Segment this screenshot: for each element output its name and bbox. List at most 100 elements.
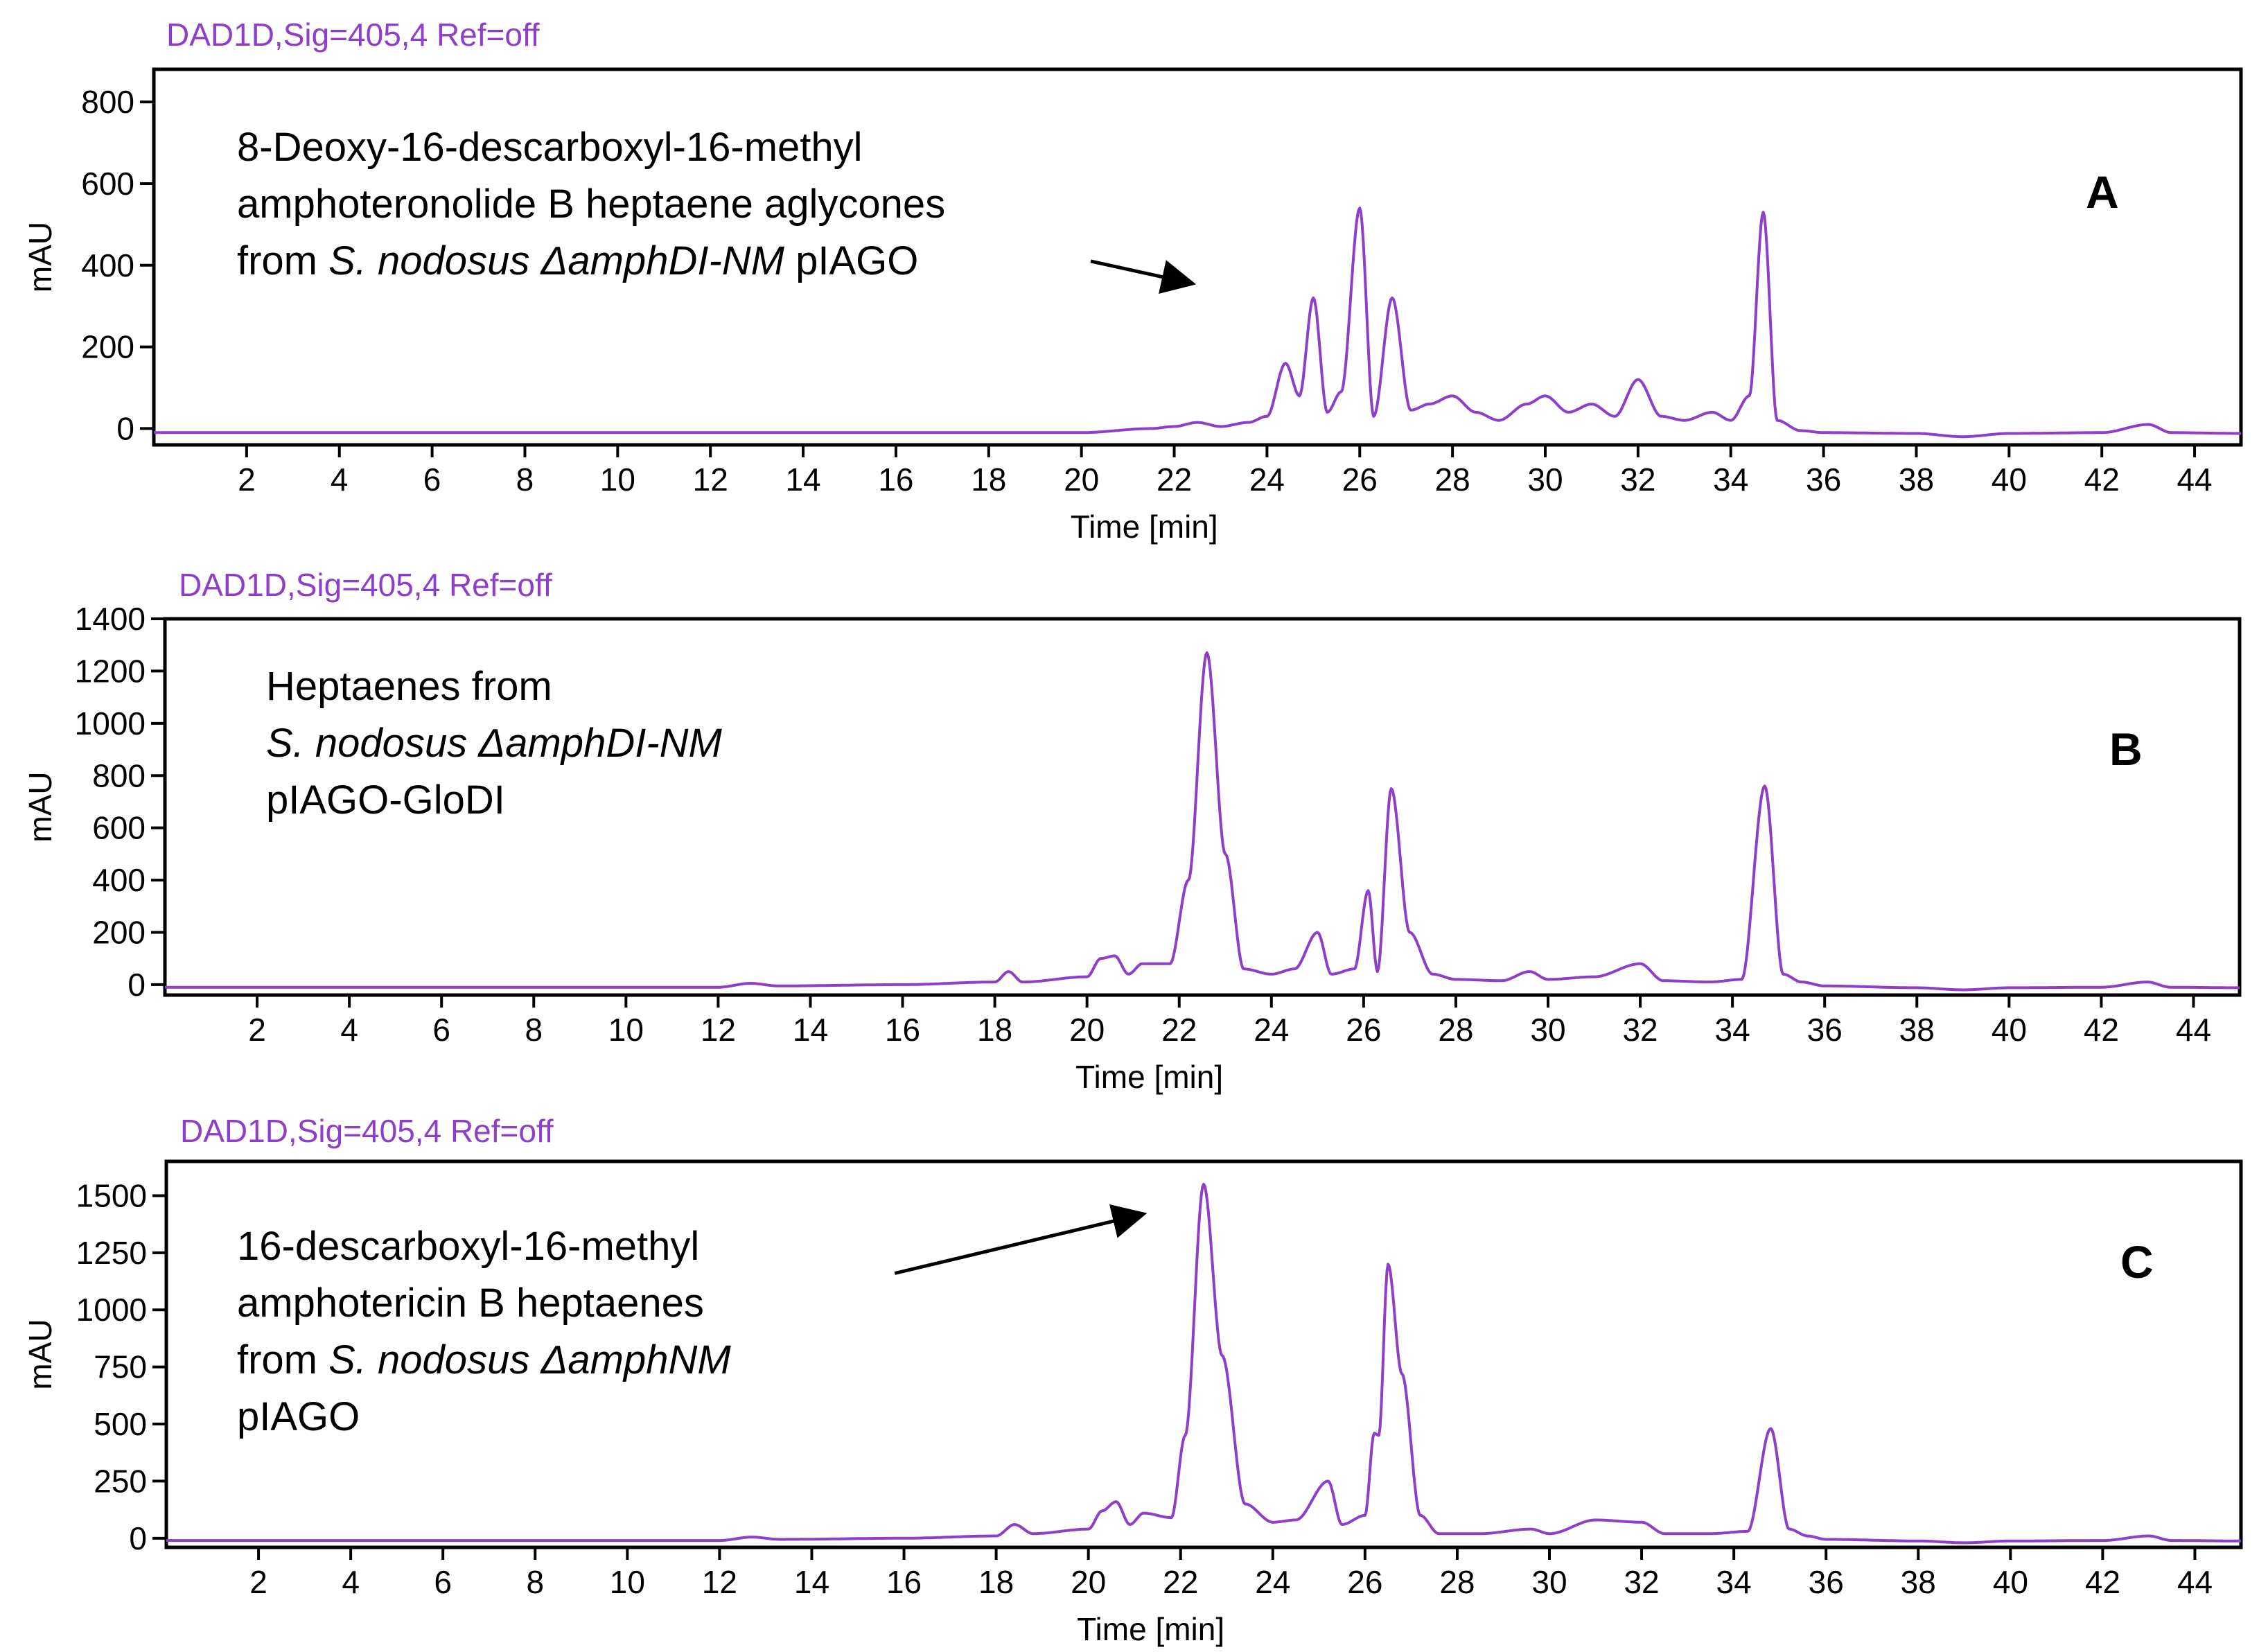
annotation-arrow (894, 1204, 1148, 1275)
x-tick-label: 38 (1899, 1012, 1935, 1048)
y-tick-label: 800 (92, 757, 146, 793)
x-tick-label: 2 (238, 462, 256, 498)
y-tick-label: 1000 (76, 1292, 147, 1328)
x-tick-label: 32 (1620, 462, 1655, 498)
x-tick-label: 12 (693, 462, 728, 498)
x-tick-label: 20 (1069, 1012, 1105, 1048)
x-tick-label: 32 (1622, 1012, 1658, 1048)
annotation-line: from S. nodosus ΔamphDI-NM pIAGO (237, 238, 918, 283)
x-tick-label: 8 (516, 462, 534, 498)
panel-letter: B (2109, 723, 2143, 775)
x-tick-label: 16 (886, 1564, 922, 1600)
x-tick-label: 4 (340, 1012, 358, 1048)
x-tick-label: 14 (793, 1012, 828, 1048)
x-tick-label: 22 (1157, 462, 1192, 498)
x-tick-label: 4 (342, 1564, 360, 1600)
chromatogram-trace (153, 206, 2242, 439)
x-tick-label: 18 (971, 462, 1006, 498)
x-tick-label: 20 (1064, 462, 1099, 498)
x-tick-label: 22 (1161, 1012, 1197, 1048)
annotation-line: pIAGO (237, 1394, 360, 1439)
x-tick-label: 36 (1809, 1564, 1844, 1600)
x-tick-label: 18 (978, 1564, 1014, 1600)
x-tick-label: 40 (1992, 462, 2027, 498)
y-axis-label: mAU (22, 771, 58, 842)
y-tick-label: 250 (94, 1463, 147, 1499)
x-tick-label: 34 (1715, 1012, 1750, 1048)
signal-label: DAD1D,Sig=405,4 Ref=off (179, 567, 552, 603)
x-tick-label: 40 (1993, 1564, 2028, 1600)
plot-frame (163, 617, 2242, 997)
y-tick-label: 400 (92, 862, 146, 898)
chart-panel-c: DAD1D,Sig=405,4 Ref=off 0 250 500 750 1000 125… (22, 1113, 2243, 1647)
annotation-line: 16-descarboxyl-16-methyl (237, 1224, 699, 1269)
x-tick-label: 28 (1438, 1012, 1473, 1048)
y-tick-label: 0 (129, 1520, 147, 1556)
y-tick-label: 0 (116, 410, 134, 446)
y-tick-label: 1400 (75, 601, 146, 637)
x-tick-label: 42 (2084, 1012, 2119, 1048)
x-tick-label: 30 (1530, 1012, 1565, 1048)
chart-panel-b: DAD1D,Sig=405,4 Ref=off 0 200 400 600 800 1000… (22, 567, 2242, 1095)
x-tick-label: 2 (248, 1012, 266, 1048)
panel-letter: A (2086, 166, 2119, 218)
x-tick-label: 22 (1163, 1564, 1198, 1600)
x-tick-label: 38 (1899, 462, 1934, 498)
y-tick-label: 1500 (76, 1177, 147, 1213)
annotation-line: amphoteronolide B heptaene aglycones (237, 182, 945, 227)
x-tick-label: 18 (977, 1012, 1012, 1048)
x-tick-label: 24 (1255, 1564, 1290, 1600)
x-axis-label: Time [min] (1077, 1611, 1224, 1647)
y-axis-label: mAU (22, 1319, 58, 1389)
x-tick-label: 28 (1435, 462, 1470, 498)
annotation-line: amphotericin B heptaenes (237, 1281, 704, 1326)
x-tick-label: 20 (1071, 1564, 1106, 1600)
y-tick-label: 1000 (75, 705, 146, 741)
x-tick-label: 36 (1807, 1012, 1843, 1048)
x-tick-label: 12 (701, 1012, 736, 1048)
chromatogram-trace (164, 651, 2240, 992)
x-tick-label: 44 (2176, 1012, 2211, 1048)
x-tick-label: 14 (794, 1564, 829, 1600)
x-tick-label: 4 (331, 462, 349, 498)
x-tick-label: 14 (785, 462, 820, 498)
x-tick-label: 2 (249, 1564, 267, 1600)
y-tick-label: 600 (92, 810, 146, 846)
x-tick-label: 10 (608, 1012, 644, 1048)
x-tick-label: 30 (1527, 462, 1563, 498)
x-tick-label: 16 (885, 1012, 920, 1048)
x-tick-label: 38 (1901, 1564, 1936, 1600)
x-tick-label: 24 (1249, 462, 1285, 498)
y-tick-label: 200 (81, 329, 134, 365)
x-tick-label: 16 (878, 462, 913, 498)
x-tick-label: 28 (1439, 1564, 1475, 1600)
y-tick-label: 800 (81, 84, 134, 120)
x-tick-label: 6 (423, 462, 441, 498)
x-tick-label: 26 (1346, 1012, 1381, 1048)
x-tick-label: 30 (1531, 1564, 1567, 1600)
chromatogram-trace (166, 1183, 2242, 1545)
y-tick-label: 0 (128, 967, 146, 1003)
y-tick-label: 500 (94, 1406, 147, 1442)
y-tick-label: 400 (81, 247, 134, 283)
x-tick-label: 8 (526, 1564, 544, 1600)
x-tick-label: 24 (1254, 1012, 1289, 1048)
x-tick-label: 8 (525, 1012, 543, 1048)
x-tick-label: 34 (1713, 462, 1748, 498)
annotation-line: Heptaenes from (266, 664, 552, 709)
panel-letter: C (2120, 1236, 2154, 1288)
signal-label: DAD1D,Sig=405,4 Ref=off (180, 1113, 554, 1149)
plot-frame (152, 67, 2243, 447)
annotation-line: S. nodosus ΔamphDI-NM (266, 721, 723, 766)
x-tick-label: 42 (2085, 1564, 2120, 1600)
x-tick-label: 44 (2177, 462, 2212, 498)
x-axis-label: Time [min] (1075, 1059, 1223, 1095)
annotation-line: from S. nodosus ΔamphNM (237, 1337, 731, 1382)
x-tick-label: 6 (434, 1564, 452, 1600)
x-tick-label: 34 (1716, 1564, 1752, 1600)
x-tick-label: 10 (610, 1564, 645, 1600)
y-tick-label: 750 (94, 1349, 147, 1385)
y-tick-label: 600 (81, 166, 134, 202)
y-tick-label: 200 (92, 915, 146, 951)
